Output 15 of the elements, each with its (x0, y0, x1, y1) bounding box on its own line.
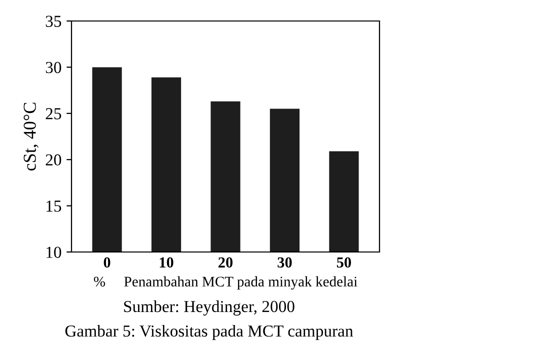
y-tick-label: 30 (46, 62, 62, 74)
x-tick-label: 0 (104, 257, 110, 268)
y-tick-label: 20 (46, 154, 62, 166)
x-tick-label: 20 (218, 257, 233, 268)
x-tick-label: 50 (336, 257, 352, 268)
y-tick-label: 25 (46, 108, 62, 120)
y-tick-label: 35 (46, 16, 62, 27)
y-tick-label: 15 (46, 200, 62, 212)
x-tick-label: 10 (160, 257, 174, 268)
text: Gambar 5: Viskositas pada MCT campuran (65, 324, 354, 340)
text: Sumber: Heydinger, 2000 (124, 300, 294, 316)
x-tick-label: 30 (278, 257, 292, 268)
y-axis-title: cSt, 40°C (24, 102, 38, 171)
x-axis-title: % Penambahan MCT pada minyak kedelai (94, 276, 358, 290)
y-tick-label: 10 (46, 246, 62, 258)
